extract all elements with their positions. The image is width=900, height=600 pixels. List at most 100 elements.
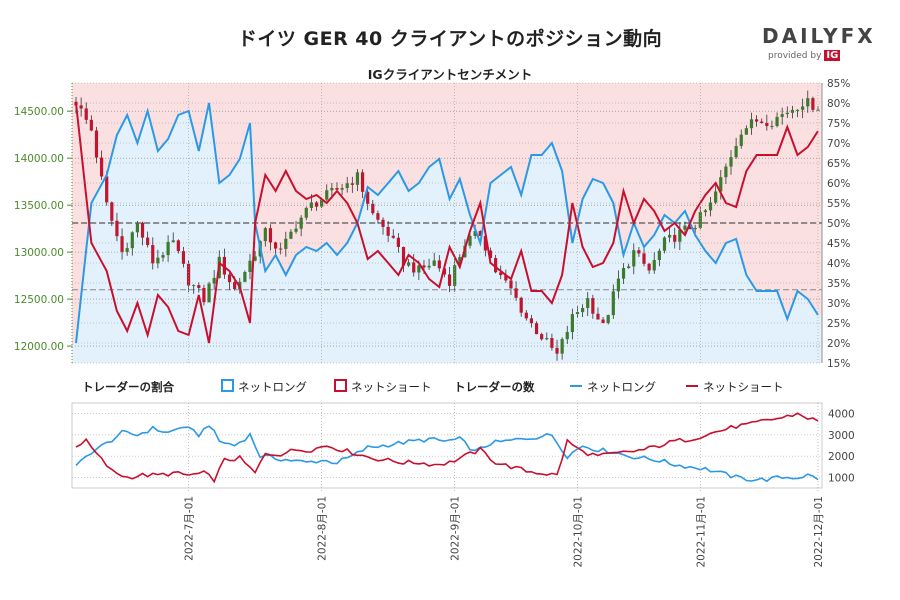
candle-body [89,119,93,131]
candle-body [299,217,303,229]
candle-body [468,235,472,246]
candle-body [708,202,713,211]
logo-provided-by: provided by IG [768,50,841,61]
candle-body [227,274,232,283]
candle-body [775,116,779,127]
candle-body [381,219,385,227]
price-tick-label: 13500.00 [14,200,64,212]
percent-tick-label: 15% [827,358,850,370]
candle-body [806,98,810,107]
price-tick-label: 12500.00 [14,294,64,306]
percent-tick-label: 55% [827,198,850,210]
candle-body [207,283,211,303]
candle-body [151,245,155,264]
candle-body [386,226,390,236]
candle-body [181,251,186,264]
candle-body [621,267,626,279]
candle-body [719,177,723,192]
short-area-bg [72,83,822,343]
candle-body [325,190,329,200]
candle-body [514,288,518,298]
candle-body [401,246,406,266]
candle-body [243,271,247,282]
candle-body [146,237,150,246]
candle-body [202,287,206,303]
candle-body [330,188,334,191]
percent-tick-label: 75% [827,118,850,130]
candle-body [478,231,482,236]
candle-body [550,338,554,348]
chart-subtitle: IGクライアントセンチメント [367,67,533,82]
candle-body [391,235,395,238]
candle-body [637,250,641,254]
candle-body [222,256,226,275]
percent-tick-label: 20% [827,338,850,350]
candle-body [94,130,99,158]
candle-body [570,314,574,333]
candle-body [140,222,145,238]
legend-long-box [221,379,234,392]
candle-body [734,145,738,158]
candle-body [754,119,759,122]
price-sentiment-chart: 15% 20% 25% 30% 35% 40% 45% 50% 55% 60% 65% 70% 75% 8… [14,78,850,370]
candle-body [407,262,411,266]
legend-short-box [334,379,347,392]
percent-tick-label: 85% [827,78,850,90]
candle-body [212,277,216,284]
candle-body [586,298,590,308]
candle-body [360,172,365,192]
candle-body [437,260,441,269]
candle-body [657,250,661,261]
candle-body [632,250,636,267]
count-tick-label: 3000 [828,430,855,442]
candle-body [105,176,109,203]
candle-body [253,256,257,261]
candle-body [289,231,293,239]
candle-body [396,237,400,247]
candle-body [350,183,354,185]
candle-body [519,297,523,313]
candle-body [647,263,651,271]
candle-body [268,228,273,243]
count-tick-label: 2000 [828,451,855,463]
percent-tick-label: 40% [827,258,850,270]
count-long-line [75,425,819,483]
candle-body [314,202,319,207]
candle-body [304,207,308,218]
x-axis: 2022-7月-01 2022-8月-01 2022-9月-01 2022-10月-0… [184,83,825,568]
candle-body [729,157,733,167]
candle-body [427,265,431,268]
candle-body [135,222,140,233]
candle-body [192,285,196,287]
candle-body [125,248,129,252]
candle-body [248,260,252,272]
candle-body [545,338,549,340]
candle-body [801,106,805,110]
candle-body [529,318,534,324]
candle-body [524,312,528,319]
candle-body [698,212,702,228]
candle-body [703,210,708,213]
candle-body [760,121,764,123]
candle-body [673,234,677,242]
x-tick-label: 2022-9月-01 [450,496,462,561]
percent-tick-label: 65% [827,158,850,170]
candle-body [662,237,667,251]
candle-body [355,172,360,185]
candle-body [345,183,349,189]
candle-body [575,312,580,315]
candle-body [263,228,267,242]
candle-body [494,258,498,273]
candle-body [442,268,447,275]
candle-body [534,323,539,335]
candle-body [560,339,564,354]
legend-ratio-title: トレーダーの割合 [82,380,174,394]
candle-body [284,238,288,249]
candle-body [652,260,656,271]
percent-tick-label: 35% [827,278,850,290]
candle-body [591,298,595,314]
candle-body [340,188,344,190]
candle-body [115,220,119,237]
candle-body [795,109,800,111]
